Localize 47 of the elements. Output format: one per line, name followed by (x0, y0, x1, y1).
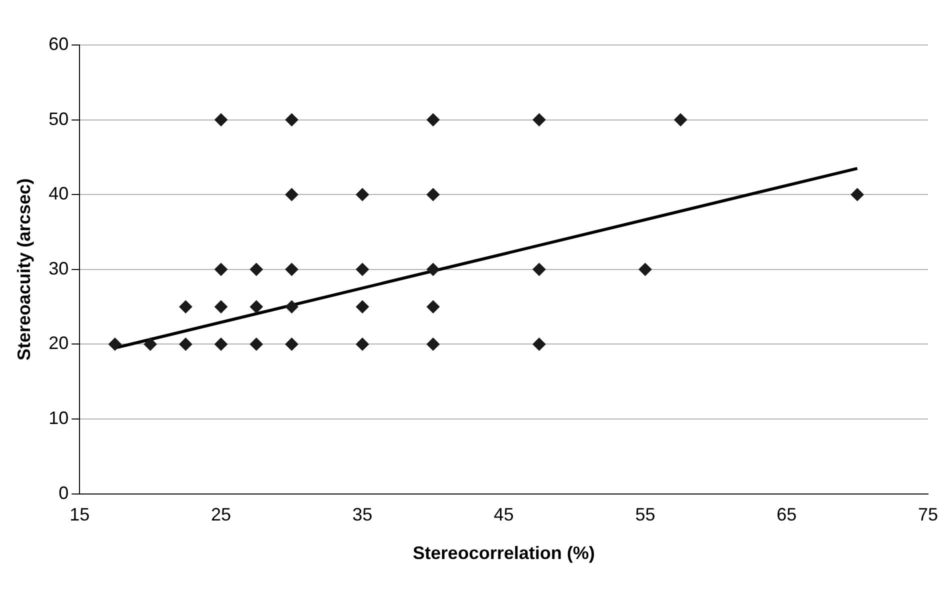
point (285, 338, 298, 351)
point (532, 262, 546, 276)
x-tick-label: 65 (776, 504, 797, 525)
point (285, 300, 298, 314)
x-tick-label: 25 (211, 504, 232, 525)
point (285, 262, 298, 276)
point (356, 338, 369, 351)
point (250, 262, 263, 276)
y-tick-label: 40 (48, 184, 69, 204)
point (179, 338, 192, 351)
y-tick-label: 60 (48, 34, 69, 54)
point (214, 338, 228, 351)
y-tick-label: 20 (48, 333, 69, 354)
point (426, 262, 440, 276)
point (426, 300, 440, 314)
y-tick-label: 10 (48, 408, 69, 428)
x-tick-label: 45 (494, 504, 514, 525)
point (250, 338, 263, 351)
y-tick-label: 30 (48, 258, 69, 278)
point (356, 262, 369, 276)
point (285, 113, 298, 126)
y-tick-label: 0 (58, 482, 69, 503)
point (250, 300, 263, 314)
point (850, 188, 864, 202)
point (356, 300, 369, 314)
point (356, 188, 369, 202)
point (532, 113, 546, 126)
point (214, 113, 228, 126)
point (214, 300, 228, 314)
point (674, 113, 688, 126)
point (426, 338, 440, 351)
point (426, 188, 440, 202)
point (426, 113, 440, 126)
x-tick-label: 15 (70, 504, 90, 525)
point (532, 338, 546, 351)
x-tick-label: 75 (918, 504, 938, 525)
point (638, 262, 652, 276)
point (179, 300, 192, 314)
point (214, 262, 228, 276)
point (285, 188, 298, 202)
x-axis-title: Stereocorrelation (%) (412, 543, 595, 564)
y-axis-title: Stereoacuity (arcsec) (14, 178, 34, 360)
point (108, 338, 122, 351)
x-tick-label: 35 (352, 504, 372, 525)
x-tick-label: 55 (635, 504, 656, 525)
point (144, 338, 157, 351)
y-tick-label: 50 (48, 108, 69, 129)
